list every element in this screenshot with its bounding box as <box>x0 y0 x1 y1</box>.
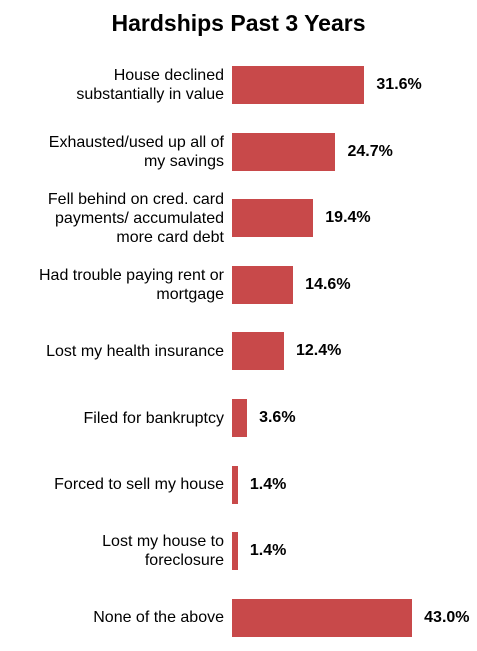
bar <box>232 199 314 238</box>
category-label: Forced to sell my house <box>54 476 224 494</box>
bar <box>232 532 238 571</box>
value-label: 14.6% <box>305 275 351 293</box>
value-label: 19.4% <box>325 209 371 227</box>
bar <box>232 399 248 437</box>
value-label: 31.6% <box>376 76 422 93</box>
bar <box>232 265 294 304</box>
value-label: 43.0% <box>424 608 470 626</box>
chart-title: Hardships Past 3 Years <box>111 10 366 36</box>
category-label: Had trouble paying rent or mortgage <box>39 266 224 303</box>
bar <box>232 132 336 171</box>
value-label: 3.6% <box>259 409 296 426</box>
bar <box>232 332 284 371</box>
bar <box>232 465 238 504</box>
category-label: Lost my house to foreclosure <box>102 533 224 570</box>
value-label: 1.4% <box>249 475 287 493</box>
bar <box>232 66 365 104</box>
bar <box>232 598 413 637</box>
category-label: Lost my health insurance <box>46 342 224 360</box>
category-label: Filed for bankruptcy <box>83 409 224 427</box>
category-label: Exhausted/used up all of my savings <box>48 133 224 170</box>
value-label: 24.7% <box>347 142 393 160</box>
category-label: None of the above <box>93 609 224 627</box>
category-label: Fell behind on cred. card payments/ accu… <box>47 190 224 246</box>
value-label: 12.4% <box>295 342 342 360</box>
category-label: House declined substantially in value <box>76 67 224 103</box>
value-label: 1.4% <box>249 542 287 560</box>
